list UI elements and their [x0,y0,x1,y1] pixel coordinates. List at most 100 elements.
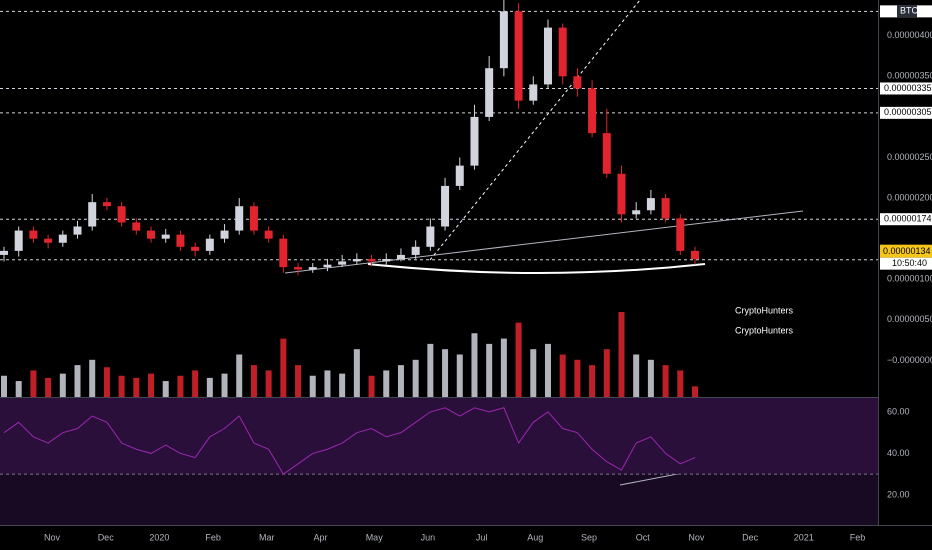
volume-bar [603,349,610,397]
volume-bar [280,338,287,397]
y-tick-label: 0.00000250 [887,152,932,162]
volume-bar [236,354,243,397]
level-label: 0.00000174 [884,214,932,224]
level-label-box [880,106,932,119]
volume-bar [427,343,434,397]
volume-bar [192,370,199,397]
volume-bar [45,377,52,397]
level-label: 0.00000305 [884,107,932,117]
x-tick-label: Jun [421,532,436,542]
last-price-box [880,244,932,258]
volume-bar [442,349,449,397]
volume-bar [559,354,566,397]
volume-bar [412,359,419,397]
y-tick-label: 0.00000400 [887,30,932,40]
candle-body [617,173,626,215]
y-tick-label: 0.00000100 [887,274,932,284]
volume-bar [662,365,669,397]
volume-bar [471,333,478,397]
candle-body [661,198,670,219]
x-tick-label: Dec [742,532,759,542]
volume-bar [677,370,684,397]
volume-bar [177,375,184,397]
candle-body [602,133,611,174]
candle-body [426,226,435,247]
volume-bar [221,373,228,397]
candle-body [235,206,244,231]
candle-body [646,198,655,211]
x-tick-label: 2021 [794,532,814,542]
volume-bar [103,367,110,397]
candle-body [455,165,464,186]
x-tick-label: Mar [259,532,275,542]
annotation: CryptoHunters [735,325,794,335]
candle-body [249,206,258,231]
volume-bar [589,365,596,397]
volume-bar [633,354,640,397]
x-tick-label: Aug [527,532,543,542]
candle-body [514,11,523,101]
y-tick-label: 0.00000050 [887,314,932,324]
candle-body [441,185,450,227]
candle-body [117,206,126,223]
candle-body [220,230,229,239]
candle-body [543,27,552,85]
candle-body [573,76,582,89]
volume-bar [647,359,654,397]
volume-bar [118,375,125,397]
candle-body [382,258,391,262]
volume-bar [133,377,140,397]
rsi-tick-label: 40.00 [887,448,910,458]
candle-body [352,258,361,262]
volume-bar [15,381,22,397]
candle-body [58,234,67,243]
candle-body [308,267,317,270]
candle-body [323,264,332,268]
x-tick-label: May [366,532,384,542]
y-tick-label: −0.00000000 [887,355,932,365]
volume-bar [383,370,390,397]
candle-body [485,68,494,117]
candle-body [161,234,170,239]
volume-bar [618,312,625,397]
candle-body [338,261,347,265]
candle-body [499,11,508,69]
volume-bar [486,343,493,397]
currency-badge [897,5,917,18]
volume-bar [250,365,257,397]
volume-bar [30,370,37,397]
volume-bar [397,365,404,397]
candle-body [279,238,288,268]
volume-bar [353,349,360,397]
candle-body [0,250,8,255]
candle-body [191,246,200,251]
x-tick-label: Dec [98,532,115,542]
candle-body [147,230,156,239]
volume-bar [530,349,537,397]
x-tick-label: Feb [850,532,866,542]
volume-bar [574,359,581,397]
x-tick-label: Sep [581,532,597,542]
candle-body [44,238,53,243]
volume-bar [339,373,346,397]
y-tick-label: 0.00000350 [887,71,932,81]
x-tick-label: 2020 [149,532,169,542]
volume-bar [74,365,81,397]
candle-body [558,27,567,77]
candle-body [14,230,23,251]
candle-body [88,202,97,227]
volume-bar [368,375,375,397]
volume-bar [456,354,463,397]
x-tick-label: Nov [44,532,61,542]
candle-body [367,258,376,262]
candle-body [29,230,38,239]
rsi-tick-label: 60.00 [887,406,910,416]
x-tick-label: Feb [205,532,221,542]
rsi-tick-label: 20.00 [887,489,910,499]
candle-body [632,210,641,215]
volume-bar [324,370,331,397]
volume-bar [309,375,316,397]
volume-bar [265,370,272,397]
level-label-box [880,82,932,95]
